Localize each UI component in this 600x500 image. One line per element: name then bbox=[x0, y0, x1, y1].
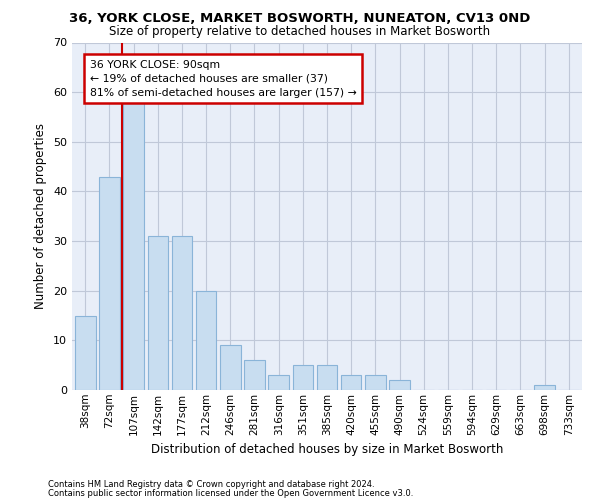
Bar bbox=[341, 375, 361, 390]
Y-axis label: Number of detached properties: Number of detached properties bbox=[34, 123, 47, 309]
X-axis label: Distribution of detached houses by size in Market Bosworth: Distribution of detached houses by size … bbox=[151, 443, 503, 456]
Bar bbox=[244, 360, 265, 390]
Bar bbox=[148, 236, 168, 390]
Bar bbox=[124, 102, 144, 390]
Bar bbox=[99, 176, 120, 390]
Bar bbox=[75, 316, 95, 390]
Bar bbox=[172, 236, 192, 390]
Bar bbox=[293, 365, 313, 390]
Text: 36, YORK CLOSE, MARKET BOSWORTH, NUNEATON, CV13 0ND: 36, YORK CLOSE, MARKET BOSWORTH, NUNEATO… bbox=[70, 12, 530, 26]
Bar bbox=[365, 375, 386, 390]
Bar bbox=[389, 380, 410, 390]
Text: Size of property relative to detached houses in Market Bosworth: Size of property relative to detached ho… bbox=[109, 25, 491, 38]
Text: 36 YORK CLOSE: 90sqm
← 19% of detached houses are smaller (37)
81% of semi-detac: 36 YORK CLOSE: 90sqm ← 19% of detached h… bbox=[89, 60, 356, 98]
Bar bbox=[196, 290, 217, 390]
Text: Contains HM Land Registry data © Crown copyright and database right 2024.: Contains HM Land Registry data © Crown c… bbox=[48, 480, 374, 489]
Bar bbox=[317, 365, 337, 390]
Bar bbox=[534, 385, 555, 390]
Bar bbox=[268, 375, 289, 390]
Bar bbox=[220, 346, 241, 390]
Text: Contains public sector information licensed under the Open Government Licence v3: Contains public sector information licen… bbox=[48, 488, 413, 498]
